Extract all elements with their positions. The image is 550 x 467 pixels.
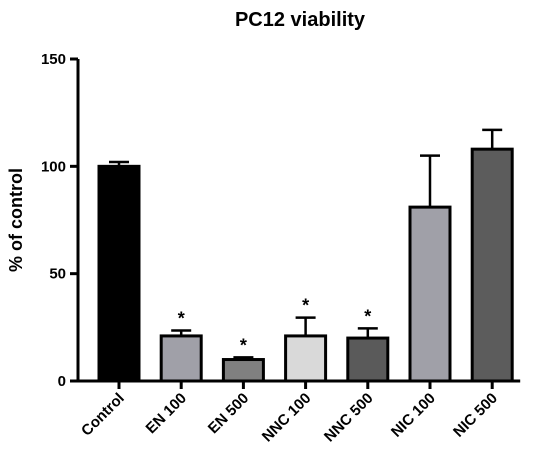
significance-marker: * bbox=[240, 335, 247, 355]
y-tick-label: 100 bbox=[41, 158, 66, 175]
chart-title: PC12 viability bbox=[235, 9, 366, 31]
category-label: NIC 500 bbox=[450, 390, 501, 441]
y-tick-label: 50 bbox=[49, 266, 66, 283]
y-axis-label: % of control bbox=[6, 168, 26, 272]
significance-marker: * bbox=[364, 306, 371, 326]
category-label: EN 500 bbox=[205, 390, 252, 437]
plot-area: 0 50 100 150 Control * EN 100 * EN 500 * NNC 100 * N… bbox=[41, 51, 521, 446]
significance-marker: * bbox=[302, 296, 309, 316]
category-label: NNC 500 bbox=[321, 390, 377, 446]
significance-marker: * bbox=[178, 309, 185, 329]
bar bbox=[159, 334, 203, 383]
category-label: EN 100 bbox=[143, 390, 190, 437]
bar bbox=[346, 336, 390, 383]
y-tick-label: 0 bbox=[58, 373, 66, 390]
bar bbox=[284, 334, 328, 383]
bar bbox=[470, 147, 514, 383]
bar bbox=[221, 358, 265, 383]
bar bbox=[97, 164, 141, 383]
bar bbox=[408, 205, 452, 383]
category-label: NNC 100 bbox=[259, 390, 315, 446]
category-label: NIC 100 bbox=[388, 390, 439, 441]
category-label: Control bbox=[78, 390, 128, 440]
y-tick-label: 150 bbox=[41, 51, 66, 68]
